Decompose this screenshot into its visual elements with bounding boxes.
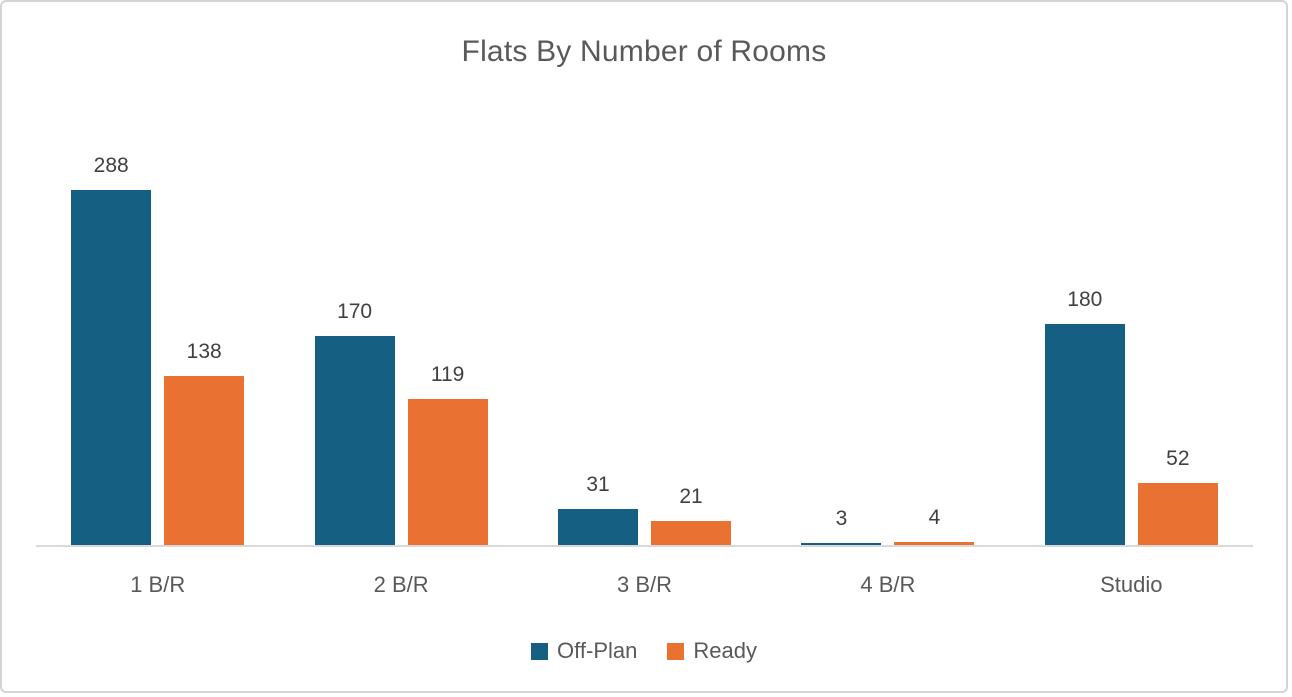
data-label: 288 [93,154,129,177]
data-label: 180 [1067,288,1103,311]
category-label: 2 B/R [373,572,429,597]
bar-group: 31 21 [523,175,766,547]
chart-legend: Off-Plan Ready [2,638,1286,664]
bar-wrap: 170 [314,300,395,547]
bar-ready[interactable] [894,542,975,547]
bar-ready[interactable] [164,376,245,547]
legend-item-off-plan[interactable]: Off-Plan [531,638,637,664]
bar-wrap: 4 [894,506,975,547]
legend-label: Ready [693,638,757,663]
x-axis-line [36,545,1253,547]
bar-ready[interactable] [651,521,732,547]
x-axis-category-labels: 1 B/R 2 B/R 3 B/R 4 B/R Studio [36,572,1253,598]
category-label: Studio [1100,572,1163,597]
plot-area: 288 138 170 119 31 21 3 4 180 52 [36,154,1253,547]
bar-off-plan[interactable] [1044,324,1125,547]
bar-wrap: 52 [1137,447,1218,547]
data-label: 52 [1166,447,1190,470]
bar-wrap: 288 [71,154,152,547]
bar-wrap: 119 [407,363,488,547]
data-label: 170 [337,300,373,323]
data-label: 21 [679,485,703,508]
bar-off-plan[interactable] [558,509,639,547]
data-label: 119 [430,363,465,386]
legend-swatch-icon [667,642,685,660]
legend-label: Off-Plan [557,638,638,663]
data-label: 4 [928,506,941,529]
category-label: 3 B/R [617,572,673,597]
bar-off-plan[interactable] [71,190,152,547]
bar-wrap: 138 [164,340,245,547]
bar-group: 288 138 [36,154,279,547]
bar-ready[interactable] [407,399,488,547]
chart-title: Flats By Number of Rooms [461,35,827,68]
data-label: 138 [186,340,222,363]
data-label: 3 [835,507,848,530]
bar-ready[interactable] [1137,483,1218,547]
bar-wrap: 21 [651,485,732,547]
bar-group: 170 119 [279,175,522,547]
category-label: 1 B/R [130,572,186,597]
category-label: 4 B/R [860,572,916,597]
legend-swatch-icon [531,642,549,660]
bar-wrap: 3 [801,507,882,547]
data-label: 31 [586,473,610,496]
legend-item-ready[interactable]: Ready [667,638,757,664]
bar-wrap: 31 [558,473,639,547]
bar-off-plan[interactable] [314,336,395,547]
bar-group: 180 52 [1010,175,1253,547]
bar-wrap: 180 [1044,288,1125,547]
